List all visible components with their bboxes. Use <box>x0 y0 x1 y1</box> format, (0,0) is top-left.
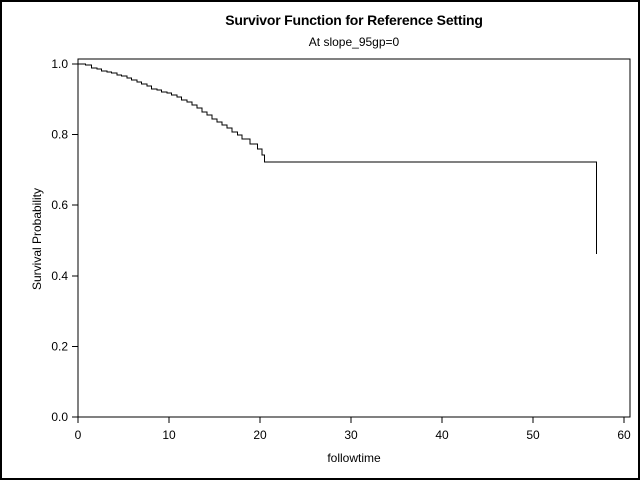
x-tick-label: 60 <box>617 428 631 442</box>
y-tick-label: 0.6 <box>51 198 68 212</box>
plot-frame <box>77 58 631 418</box>
x-tick-label: 50 <box>526 428 540 442</box>
survival-curve <box>78 63 598 254</box>
y-tick-label: 0.8 <box>51 128 68 142</box>
x-tick-label: 30 <box>344 428 358 442</box>
x-axis-ticks: 0 10 20 30 40 50 60 <box>75 417 631 442</box>
y-tick-label: 0.4 <box>51 269 68 283</box>
y-tick-label: 1.0 <box>51 57 68 71</box>
x-tick-label: 20 <box>253 428 267 442</box>
x-tick-label: 0 <box>75 428 82 442</box>
chart-subtitle: At slope_95gp=0 <box>308 35 400 49</box>
chart-title: Survivor Function for Reference Setting <box>225 12 483 28</box>
y-axis-ticks: 1.0 0.8 0.6 0.4 0.2 0.0 <box>51 57 78 424</box>
y-tick-label: 0.0 <box>51 410 68 424</box>
x-axis-label: followtime <box>327 451 381 465</box>
x-tick-label: 10 <box>162 428 176 442</box>
x-tick-label: 40 <box>435 428 449 442</box>
y-tick-label: 0.2 <box>51 339 68 353</box>
